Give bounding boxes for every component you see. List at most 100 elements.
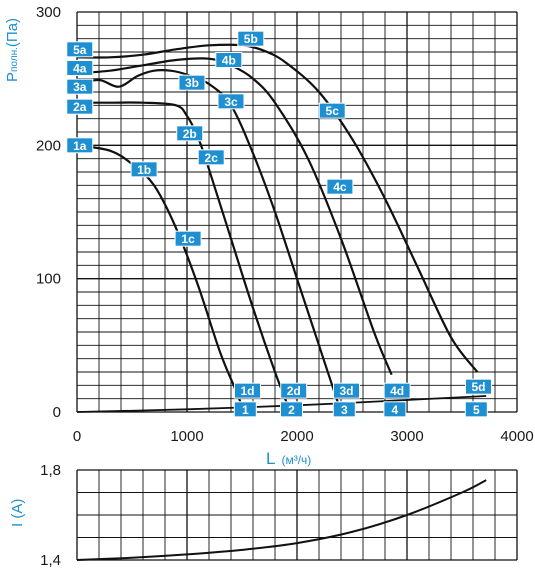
y-tick-label: 100 xyxy=(36,271,61,288)
y-axis-label-p: P xyxy=(4,72,21,82)
x-tick-label: 4000 xyxy=(500,428,533,445)
marker-label: 1 xyxy=(242,403,249,417)
marker-3d: 3d xyxy=(333,382,360,399)
marker-box xyxy=(66,41,94,58)
x-tick-label: 3000 xyxy=(390,428,423,445)
marker-2d: 2d xyxy=(280,382,308,399)
current-y-tick-label: 1,4 xyxy=(40,552,61,569)
marker-label: 2b xyxy=(183,127,197,141)
y-tick-label: 0 xyxy=(53,404,61,421)
marker-1a: 1a xyxy=(66,137,94,154)
marker-label: 1b xyxy=(137,163,151,177)
marker-box xyxy=(197,149,225,166)
marker-4b: 4b xyxy=(215,52,243,68)
y-tick-label: 300 xyxy=(36,4,61,21)
marker-5: 5 xyxy=(464,401,488,418)
marker-box xyxy=(333,382,360,399)
marker-3a: 3a xyxy=(66,78,94,95)
marker-3: 3 xyxy=(332,401,356,418)
main-plot-curves xyxy=(76,43,487,413)
current-curve xyxy=(76,479,487,561)
marker-label: 3 xyxy=(341,403,348,417)
marker-box xyxy=(237,30,265,47)
marker-label: 4b xyxy=(222,54,236,68)
marker-box xyxy=(326,178,354,195)
curve-4 xyxy=(76,57,393,376)
marker-label: 1c xyxy=(181,232,195,246)
marker-4c: 4c xyxy=(326,178,354,195)
marker-4d: 4d xyxy=(383,382,411,399)
marker-3c: 3c xyxy=(217,93,245,110)
marker-label: 4d xyxy=(390,384,404,398)
marker-2a: 2a xyxy=(66,98,94,115)
curve-2 xyxy=(77,101,292,413)
marker-label: 5b xyxy=(244,32,258,46)
marker-box xyxy=(215,52,243,68)
x-axis-label-main: L (м³/ч) xyxy=(266,449,311,468)
marker-5c: 5c xyxy=(318,102,346,119)
marker-label: 3d xyxy=(339,384,353,398)
current-plot-grid xyxy=(76,469,518,561)
marker-box xyxy=(217,93,245,110)
current-y-tick-label: 1,8 xyxy=(40,462,61,479)
marker-box xyxy=(66,137,94,154)
marker-2c: 2c xyxy=(197,149,225,166)
marker-box xyxy=(464,401,488,418)
curve-1 xyxy=(76,144,246,413)
current-plot-curves xyxy=(76,479,487,561)
y-axis-label-unit: (Па) xyxy=(4,18,21,47)
marker-box xyxy=(176,125,204,142)
marker-label: 5a xyxy=(73,43,87,57)
marker-box xyxy=(332,401,356,418)
curve-point-markers: 1a 1b 1c 1d 1 2a 2b 2c 2d 2 3a 3b 3c 3d 3 4a 4b 4c 4d 4 5a 5b… xyxy=(66,30,492,418)
marker-box xyxy=(174,230,202,247)
x-axis-label-l: L xyxy=(266,449,275,468)
marker-box xyxy=(383,401,407,418)
main-axis-ticks: 0 1000 2000 3000 4000 0 100 200 300 xyxy=(36,4,534,445)
marker-2b: 2b xyxy=(176,125,204,142)
marker-label: 2d xyxy=(287,384,301,398)
marker-label: 1a xyxy=(73,139,87,153)
marker-4a: 4a xyxy=(66,60,94,76)
marker-label: 2c xyxy=(205,151,219,165)
curve-5 xyxy=(76,43,479,373)
marker-label: 2 xyxy=(288,403,295,417)
marker-label: 5 xyxy=(473,403,480,417)
marker-label: 4 xyxy=(392,403,399,417)
marker-box xyxy=(280,401,303,418)
marker-box xyxy=(233,401,257,418)
marker-4: 4 xyxy=(383,401,407,418)
marker-5a: 5a xyxy=(66,41,94,58)
marker-1b: 1b xyxy=(130,161,158,178)
marker-label: 4a xyxy=(73,62,87,76)
current-axis-ticks: 1,4 1,8 xyxy=(40,462,61,569)
marker-box xyxy=(318,102,346,119)
marker-1c: 1c xyxy=(174,230,202,247)
x-tick-label: 1000 xyxy=(170,428,203,445)
x-tick-label: 2000 xyxy=(280,428,313,445)
marker-box xyxy=(280,382,308,399)
marker-box xyxy=(66,78,94,95)
marker-label: 2a xyxy=(73,100,87,114)
marker-3b: 3b xyxy=(178,74,206,91)
current-y-axis-label: I (A) xyxy=(9,499,26,527)
marker-label: 5d xyxy=(471,380,485,394)
y-tick-label: 200 xyxy=(36,137,61,154)
marker-label: 4c xyxy=(333,180,347,194)
x-axis-label-unit: (м³/ч) xyxy=(281,453,311,467)
marker-box xyxy=(130,161,158,178)
marker-label: 1d xyxy=(240,384,254,398)
marker-label: 3b xyxy=(185,76,199,90)
x-tick-label: 0 xyxy=(73,428,81,445)
marker-1: 1 xyxy=(233,401,257,418)
marker-1d: 1d xyxy=(234,382,261,399)
marker-box xyxy=(178,74,206,91)
marker-label: 5c xyxy=(326,104,340,118)
marker-label: 3a xyxy=(73,80,87,94)
marker-2: 2 xyxy=(280,401,303,418)
marker-box xyxy=(465,378,492,395)
marker-5d: 5d xyxy=(465,378,492,395)
marker-box xyxy=(234,382,261,399)
marker-box xyxy=(66,60,94,76)
